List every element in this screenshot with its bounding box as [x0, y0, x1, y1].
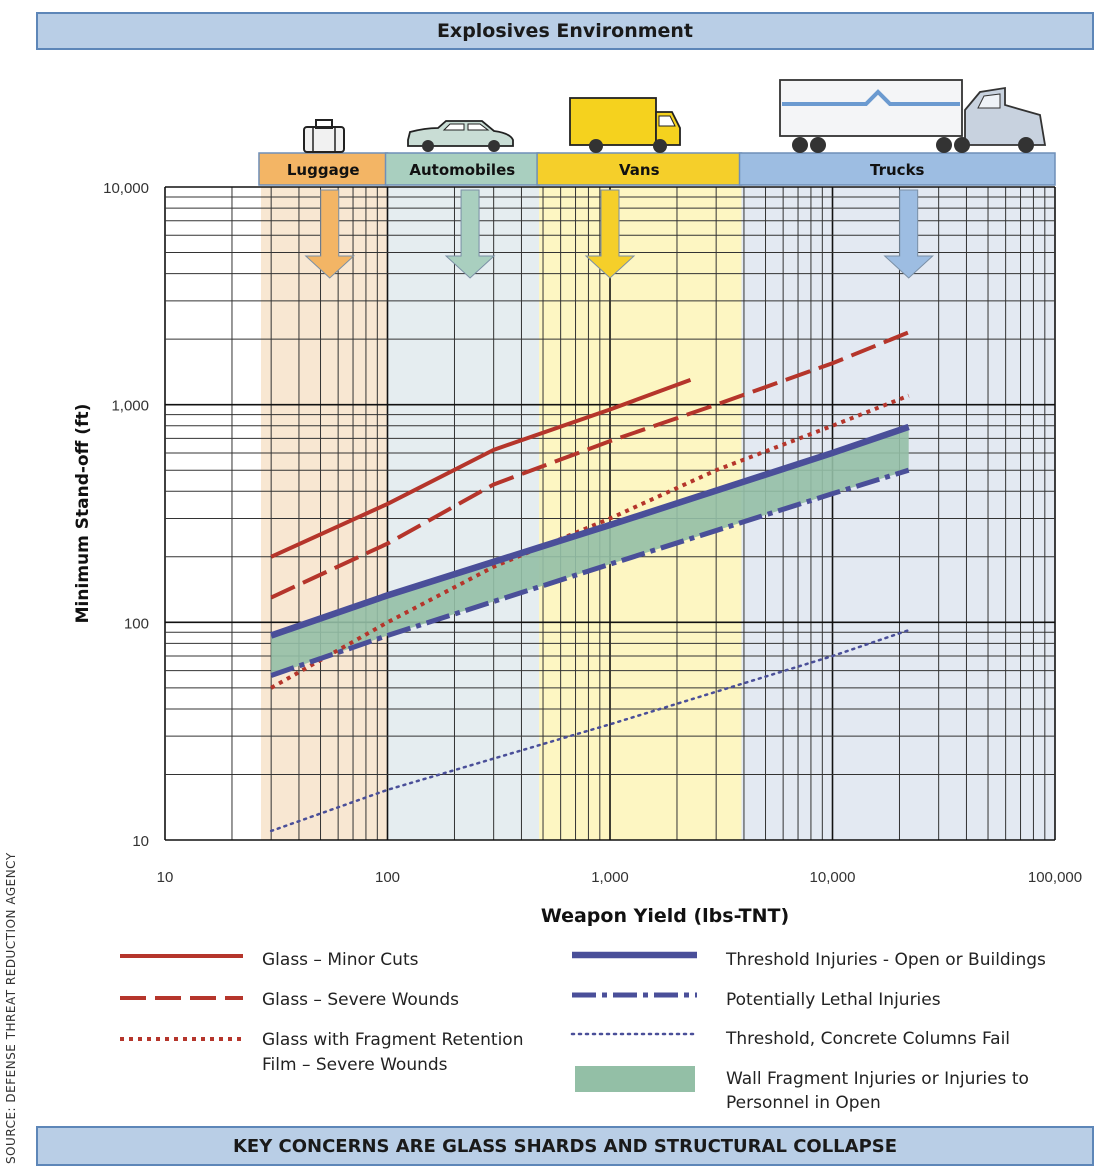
truck-wheel	[810, 137, 826, 153]
legend-label-wall-fragment-line2: Personnel in Open	[726, 1093, 881, 1113]
chart-title: Explosives Environment	[436, 20, 694, 42]
category-band-automobiles	[387, 187, 540, 840]
truck-trailer	[779, 79, 963, 137]
x-axis-label: Weapon Yield (lbs-TNT)	[541, 905, 789, 927]
legend-label-lethal-injuries: Potentially Lethal Injuries	[726, 990, 941, 1010]
y-tick-label: 100	[124, 615, 149, 632]
car-windows	[442, 123, 490, 131]
series-line-threshold-injuries-open-or-buildings	[270, 423, 910, 639]
category-header-luggage: Luggage	[258, 152, 389, 186]
category-header-trucks: Trucks	[738, 152, 1056, 186]
car-icon	[407, 120, 514, 152]
van-wheel	[589, 139, 603, 153]
legend-sample-wall-fragment	[575, 1066, 695, 1092]
series-line-glass-minor-cuts	[270, 377, 692, 559]
truck-wheel	[954, 137, 970, 153]
y-axis-label: Minimum Stand-off (ft)	[73, 404, 93, 624]
category-header-label: Automobiles	[409, 161, 515, 179]
x-tick-label: 10,000	[810, 869, 856, 886]
car-wheel	[488, 140, 500, 152]
luggage-handle	[315, 119, 333, 129]
series-line-glass-with-fragment-retention-film-severe-wounds	[270, 393, 910, 690]
category-header-vans: Vans	[536, 152, 743, 186]
category-band-trucks	[741, 187, 1055, 840]
legend-label-glass-film-line1: Glass with Fragment Retention	[262, 1030, 524, 1050]
truck-icon	[779, 79, 1047, 153]
series-line-glass-severe-wounds	[270, 330, 910, 600]
category-header-label: Trucks	[870, 161, 925, 179]
x-tick-label: 100	[375, 869, 400, 886]
category-arrow-vans	[584, 189, 636, 279]
van-wheel	[653, 139, 667, 153]
legend-label-glass-minor-cuts: Glass – Minor Cuts	[262, 950, 419, 970]
wall-fragment-band	[271, 426, 909, 676]
legend-label-glass-film-line2: Film – Severe Wounds	[262, 1055, 448, 1075]
truck-cab	[964, 86, 1047, 146]
category-arrow-trucks	[883, 189, 934, 279]
truck-window	[977, 93, 1001, 109]
truck-wheel	[1018, 137, 1034, 153]
key-concerns-banner: KEY CONCERNS ARE GLASS SHARDS AND STRUCT…	[36, 1126, 1094, 1166]
category-arrow-luggage	[304, 189, 356, 279]
legend-label-wall-fragment-line1: Wall Fragment Injuries or Injuries to	[726, 1069, 1029, 1089]
category-header-label: Luggage	[287, 161, 360, 179]
van-cargo	[569, 97, 657, 146]
category-header-automobiles: Automobiles	[384, 152, 540, 186]
x-tick-label: 100,000	[1028, 869, 1082, 886]
van-icon	[569, 97, 681, 153]
category-header-box	[384, 152, 540, 186]
series-line-potentially-lethal-injuries	[270, 467, 910, 678]
x-tick-label: 1,000	[591, 869, 629, 886]
car-wheel	[422, 140, 434, 152]
y-tick-label: 1,000	[111, 398, 149, 415]
truck-stripe	[782, 89, 960, 106]
key-concerns-text: KEY CONCERNS ARE GLASS SHARDS AND STRUCT…	[232, 1135, 898, 1157]
legend-label-threshold-injuries: Threshold Injuries - Open or Buildings	[726, 950, 1046, 970]
van-window	[658, 115, 676, 127]
category-header-box	[258, 152, 389, 186]
series-line-threshold-concrete-columns-fail	[269, 628, 910, 833]
category-header-box	[738, 152, 1056, 186]
x-tick-label: 10	[157, 869, 174, 886]
truck-wheel	[792, 137, 808, 153]
category-arrow-automobiles	[444, 189, 496, 279]
category-header-label: Vans	[619, 161, 660, 179]
luggage-icon	[303, 119, 345, 153]
source-credit: SOURCE: DEFENSE THREAT REDUCTION AGENCY	[4, 852, 18, 1164]
luggage-body	[303, 126, 345, 153]
category-header-box	[536, 152, 743, 186]
y-tick-label: 10	[132, 833, 149, 850]
car-body	[407, 120, 514, 147]
truck-wheel	[936, 137, 952, 153]
legend-label-concrete-columns: Threshold, Concrete Columns Fail	[726, 1029, 1011, 1049]
chart-title-banner: Explosives Environment	[36, 12, 1094, 50]
y-tick-label: 10,000	[103, 180, 149, 197]
legend-label-glass-severe-wounds: Glass – Severe Wounds	[262, 990, 459, 1010]
